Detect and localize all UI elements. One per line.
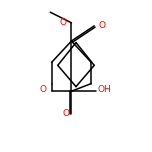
- Text: O: O: [40, 85, 47, 94]
- Text: OH: OH: [97, 85, 111, 94]
- Text: O: O: [99, 21, 106, 30]
- Text: O: O: [63, 109, 70, 119]
- Text: O: O: [60, 18, 67, 27]
